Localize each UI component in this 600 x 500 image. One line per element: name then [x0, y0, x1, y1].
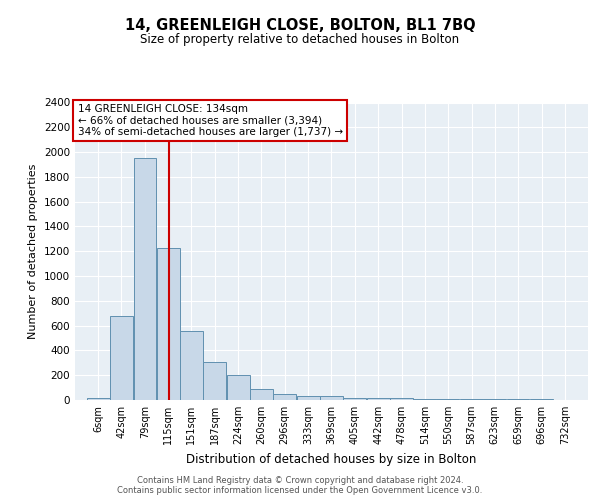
- Bar: [227, 375, 250, 400]
- Bar: [180, 330, 203, 400]
- Bar: [110, 316, 133, 400]
- Bar: [134, 158, 157, 400]
- Bar: [367, 398, 390, 400]
- Bar: [250, 390, 273, 400]
- Bar: [436, 399, 459, 400]
- Bar: [343, 398, 366, 400]
- Bar: [87, 398, 110, 400]
- Text: 14 GREENLEIGH CLOSE: 134sqm
← 66% of detached houses are smaller (3,394)
34% of : 14 GREENLEIGH CLOSE: 134sqm ← 66% of det…: [77, 104, 343, 137]
- Bar: [320, 396, 343, 400]
- Text: Size of property relative to detached houses in Bolton: Size of property relative to detached ho…: [140, 32, 460, 46]
- X-axis label: Distribution of detached houses by size in Bolton: Distribution of detached houses by size …: [187, 452, 476, 466]
- Bar: [413, 399, 436, 400]
- Bar: [390, 398, 413, 400]
- Y-axis label: Number of detached properties: Number of detached properties: [28, 164, 38, 339]
- Bar: [530, 399, 553, 400]
- Bar: [157, 248, 179, 400]
- Text: 14, GREENLEIGH CLOSE, BOLTON, BL1 7BQ: 14, GREENLEIGH CLOSE, BOLTON, BL1 7BQ: [125, 18, 475, 32]
- Text: Contains HM Land Registry data © Crown copyright and database right 2024.
Contai: Contains HM Land Registry data © Crown c…: [118, 476, 482, 495]
- Bar: [203, 362, 226, 400]
- Bar: [273, 394, 296, 400]
- Bar: [297, 396, 320, 400]
